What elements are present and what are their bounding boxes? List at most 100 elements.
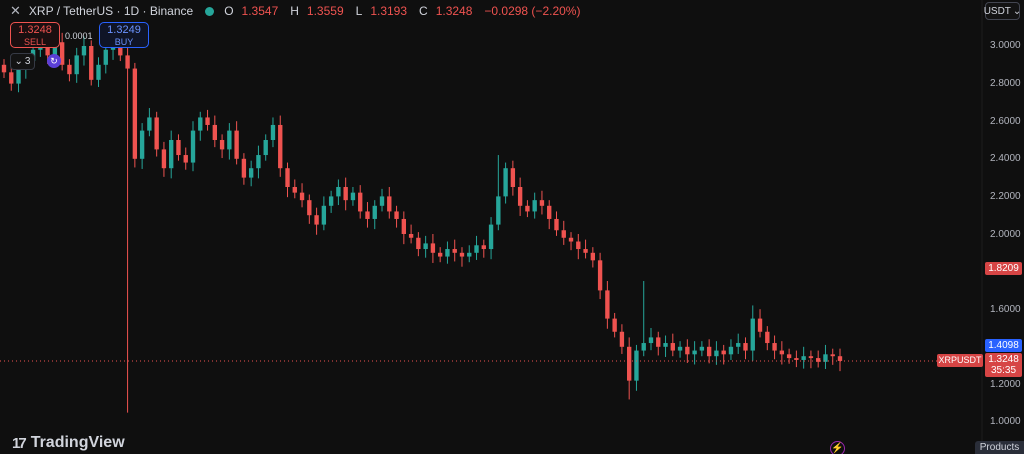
candle-body <box>314 215 319 225</box>
logo-mark-icon: 17 <box>12 434 27 452</box>
candle-body <box>190 130 196 163</box>
candle-body <box>547 205 552 219</box>
candle-body <box>125 55 130 69</box>
candle-body <box>16 68 21 84</box>
candle-body <box>801 356 806 360</box>
y-tick-label: 1.2000 <box>990 379 1021 390</box>
indicators-toggle-button[interactable]: ⌄ 3 <box>10 53 35 70</box>
candle-body <box>496 196 501 225</box>
symbol-title[interactable]: XRP / TetherUS · 1D · Binance <box>28 4 194 18</box>
lightning-icon[interactable]: ⚡ <box>830 441 845 454</box>
candle-body <box>786 354 792 359</box>
candle-body <box>605 290 610 319</box>
candle-body <box>641 343 646 351</box>
y-tick-label: 3.0000 <box>990 40 1021 51</box>
candle-body <box>321 205 327 225</box>
buy-button[interactable]: 1.3249 BUY <box>99 22 149 48</box>
symbol-header: ✕ XRP / TetherUS · 1D · Binance O 1.3547 … <box>10 3 586 19</box>
candle-body <box>292 187 297 193</box>
sell-label: SELL <box>23 37 47 47</box>
refresh-icon[interactable]: ↻ <box>47 54 61 68</box>
candle-body <box>67 64 72 75</box>
candle-body <box>96 64 101 80</box>
candle-body <box>234 130 239 159</box>
current-price: 1.3248 <box>988 354 1019 365</box>
candle-body <box>1 64 7 73</box>
candle-body <box>517 187 523 206</box>
chevron-down-icon: ⌄ <box>1012 5 1022 17</box>
y-tick-label: 2.0000 <box>990 229 1021 240</box>
currency-select[interactable]: USDT ⌄ <box>983 2 1022 20</box>
candle-body <box>590 252 596 261</box>
ohlc-high-label: H <box>290 4 299 18</box>
candle-body <box>176 140 181 156</box>
buy-label: BUY <box>114 37 134 47</box>
ohlc-open-label: O <box>224 4 234 18</box>
candle-body <box>430 243 436 253</box>
ohlc-open-value: 1.3547 <box>241 4 279 18</box>
candle-body <box>467 252 472 257</box>
sell-button[interactable]: 1.3248 SELL <box>10 22 60 48</box>
candle-body <box>336 187 341 197</box>
candle-body <box>147 117 152 131</box>
spread-value: 0.0001 <box>65 31 93 41</box>
tradingview-logo[interactable]: 17 TradingView <box>12 434 125 452</box>
candle-body <box>379 196 385 206</box>
candle-body <box>837 356 843 361</box>
products-button[interactable]: Products <box>975 441 1024 454</box>
y-tick-label: 1.6000 <box>990 304 1021 315</box>
candle-body <box>597 260 603 291</box>
candle-body <box>663 343 668 347</box>
candle-body <box>757 318 763 332</box>
candle-body <box>161 149 167 169</box>
candle-body <box>816 358 821 362</box>
high-price-tag: 1.8209 <box>985 262 1022 275</box>
sell-price: 1.3248 <box>18 24 52 36</box>
candle-body <box>488 224 494 250</box>
ohlc-high-value: 1.3559 <box>306 4 344 18</box>
candle-body <box>808 356 814 359</box>
candle-body <box>459 252 465 257</box>
candle-body <box>270 124 276 140</box>
candle-body <box>706 346 712 357</box>
candle-body <box>830 354 835 357</box>
candle-body <box>350 192 356 201</box>
candle-body <box>677 346 683 351</box>
candle-body <box>307 200 312 216</box>
candle-body <box>721 350 726 355</box>
buy-price: 1.3249 <box>107 24 141 36</box>
candle-body <box>576 241 581 250</box>
candle-body <box>627 346 632 381</box>
candle-body <box>343 187 348 201</box>
candle-body <box>823 354 828 362</box>
y-tick-label: 1.0000 <box>990 416 1021 427</box>
candle-body <box>714 350 719 357</box>
candle-body <box>183 155 188 163</box>
candle-body <box>285 168 290 187</box>
candle-body <box>736 343 741 347</box>
y-tick-label: 2.8000 <box>990 78 1021 89</box>
candle-body <box>685 346 690 355</box>
candle-body <box>205 117 210 125</box>
candle-body <box>728 346 734 355</box>
currency-label: USDT <box>983 5 1011 17</box>
candle-body <box>561 230 566 238</box>
candle-body <box>503 168 508 197</box>
candle-body <box>278 124 283 169</box>
y-tick-label: 2.6000 <box>990 116 1021 127</box>
close-icon[interactable]: ✕ <box>10 3 21 18</box>
candle-body <box>89 46 94 80</box>
candle-body <box>256 155 261 169</box>
candle-body <box>699 346 705 351</box>
candle-body <box>248 168 254 178</box>
candle-body <box>648 337 654 344</box>
candle-body <box>794 358 799 360</box>
candle-body <box>554 218 559 231</box>
candle-body <box>227 130 232 150</box>
candle-body <box>328 196 334 206</box>
candle-body <box>401 218 407 234</box>
ohlc-close-value: 1.3248 <box>435 4 473 18</box>
candle-body <box>394 211 399 219</box>
candle-body <box>81 46 87 56</box>
